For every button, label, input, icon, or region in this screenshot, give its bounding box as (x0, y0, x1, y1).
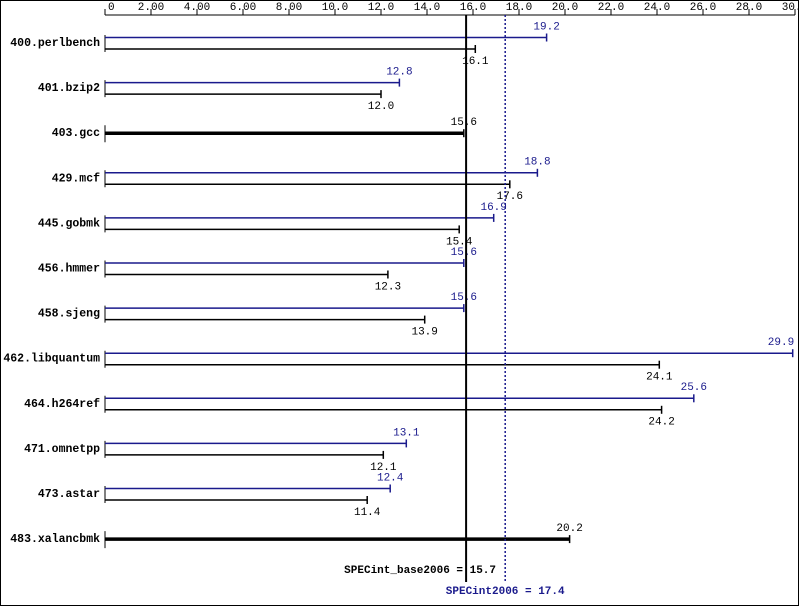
category-label: 483.xalancbmk (10, 533, 100, 546)
x-tick-label: 12.0 (368, 2, 394, 14)
x-tick-label: 6.00 (230, 2, 256, 14)
category-label: 403.gcc (52, 127, 100, 140)
x-tick-label: 4.00 (184, 2, 210, 14)
value-label: 12.0 (368, 101, 394, 113)
category-label: 429.mcf (52, 172, 100, 185)
category-label: 400.perlbench (10, 37, 100, 50)
value-label: 16.1 (462, 56, 489, 68)
reference-label: SPECint2006 = 17.4 (446, 586, 565, 598)
value-label: 15.6 (451, 117, 477, 129)
x-tick-label: 24.0 (644, 2, 670, 14)
value-label: 17.6 (497, 191, 523, 203)
x-tick-label: 16.0 (460, 2, 486, 14)
category-label: 464.h264ref (24, 398, 100, 411)
category-label: 458.sjeng (38, 308, 100, 321)
value-label: 12.8 (386, 67, 412, 79)
value-label: 24.2 (648, 417, 674, 429)
value-label: 15.6 (451, 247, 477, 259)
x-tick-label: 0 (108, 2, 115, 14)
value-label: 29.9 (768, 337, 794, 349)
value-label: 15.6 (451, 292, 477, 304)
x-tick-label: 28.0 (736, 2, 762, 14)
x-tick-label: 18.0 (506, 2, 532, 14)
value-label: 19.2 (533, 21, 559, 33)
category-label: 473.astar (38, 488, 100, 501)
category-label: 445.gobmk (38, 217, 100, 230)
value-label: 13.9 (411, 327, 437, 339)
value-label: 16.9 (480, 202, 506, 214)
value-label: 20.2 (556, 523, 582, 535)
category-label: 401.bzip2 (38, 82, 100, 95)
x-tick-label: 30.0 (782, 2, 799, 14)
x-tick-label: 10.0 (322, 2, 348, 14)
x-tick-label: 8.00 (276, 2, 302, 14)
value-label: 25.6 (681, 382, 707, 394)
value-label: 12.3 (375, 281, 401, 293)
value-label: 24.1 (646, 372, 673, 384)
x-tick-label: 14.0 (414, 2, 440, 14)
x-tick-label: 26.0 (690, 2, 716, 14)
value-label: 11.4 (354, 507, 381, 519)
x-tick-label: 22.0 (598, 2, 624, 14)
category-label: 471.omnetpp (24, 443, 100, 456)
x-tick-label: 20.0 (552, 2, 578, 14)
value-label: 12.1 (370, 462, 397, 474)
value-label: 18.8 (524, 157, 550, 169)
x-tick-label: 2.00 (138, 2, 164, 14)
category-label: 456.hmmer (38, 263, 100, 276)
value-label: 12.4 (377, 472, 404, 484)
category-label: 462.libquantum (3, 353, 100, 366)
value-label: 13.1 (393, 427, 420, 439)
reference-label: SPECint_base2006 = 15.7 (344, 565, 496, 577)
